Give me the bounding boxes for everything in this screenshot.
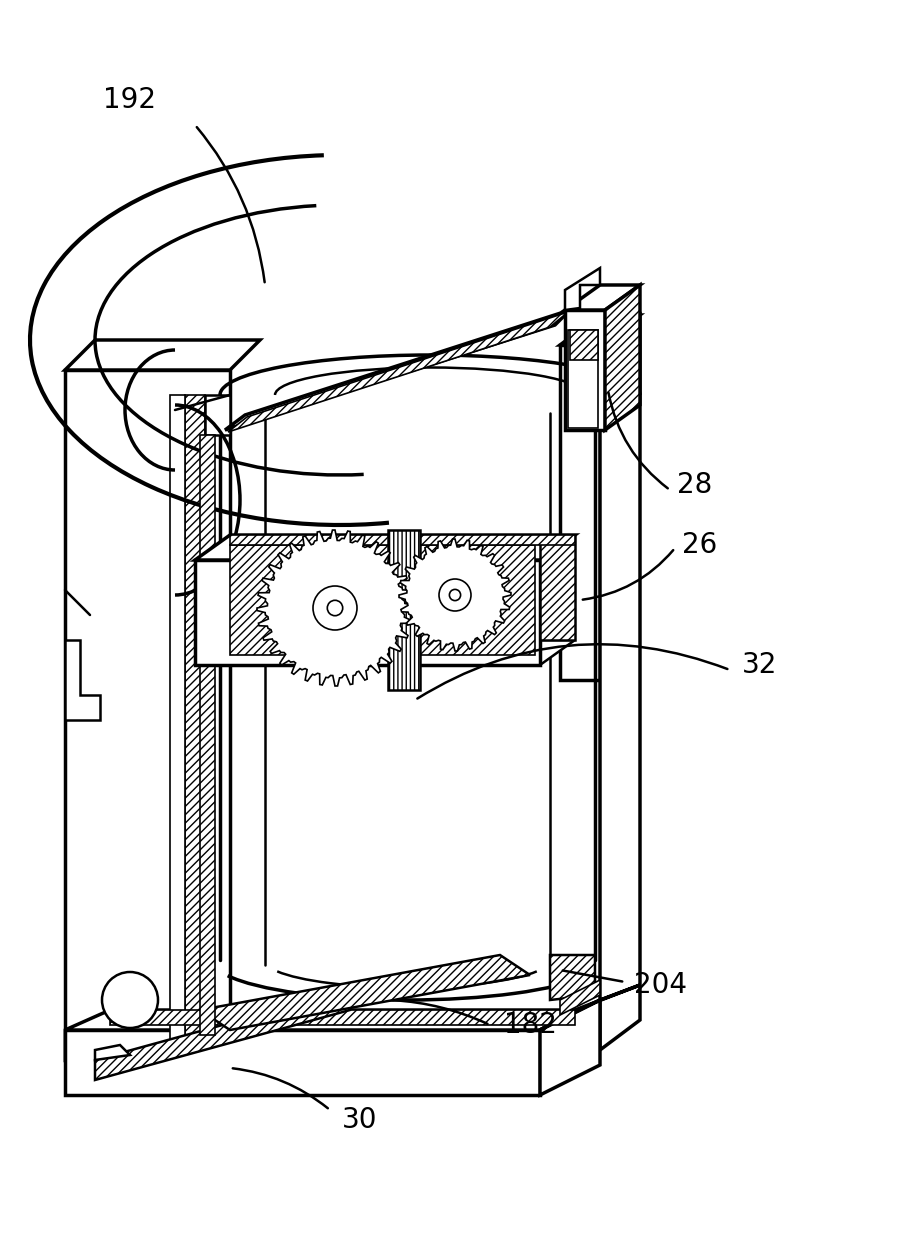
Polygon shape [550, 955, 595, 1000]
Polygon shape [195, 560, 540, 665]
Text: 204: 204 [633, 971, 686, 1000]
Polygon shape [388, 529, 420, 690]
Polygon shape [200, 436, 215, 1035]
Polygon shape [228, 312, 568, 432]
Polygon shape [230, 545, 535, 655]
Text: 26: 26 [683, 531, 718, 559]
Polygon shape [605, 285, 640, 429]
Polygon shape [565, 268, 600, 310]
Polygon shape [560, 980, 600, 1016]
Polygon shape [565, 310, 605, 429]
Polygon shape [540, 536, 575, 640]
Polygon shape [65, 1030, 95, 1060]
Text: 30: 30 [342, 1106, 378, 1134]
Polygon shape [399, 539, 511, 652]
Polygon shape [257, 529, 413, 686]
Polygon shape [110, 1009, 575, 1025]
Polygon shape [65, 1030, 540, 1095]
Text: 182: 182 [503, 1011, 557, 1039]
Polygon shape [195, 640, 575, 665]
Polygon shape [568, 329, 598, 428]
FancyArrowPatch shape [418, 644, 727, 698]
Polygon shape [565, 285, 640, 310]
Circle shape [102, 972, 158, 1028]
Polygon shape [95, 990, 350, 1080]
Polygon shape [540, 985, 640, 1030]
Polygon shape [65, 640, 100, 719]
Polygon shape [600, 315, 640, 1050]
Polygon shape [570, 329, 598, 360]
Polygon shape [205, 395, 230, 436]
Polygon shape [170, 395, 185, 1040]
Polygon shape [560, 315, 640, 346]
Text: 28: 28 [677, 471, 713, 499]
Polygon shape [65, 1009, 575, 1030]
Circle shape [313, 586, 357, 631]
Polygon shape [225, 310, 570, 429]
Polygon shape [185, 395, 205, 1040]
Circle shape [449, 590, 461, 601]
Polygon shape [560, 346, 600, 680]
Text: 32: 32 [742, 652, 778, 679]
Circle shape [439, 579, 471, 611]
Polygon shape [230, 536, 575, 545]
Polygon shape [65, 370, 230, 1060]
Polygon shape [195, 536, 575, 560]
Polygon shape [95, 1045, 130, 1060]
Text: 192: 192 [104, 86, 157, 114]
Polygon shape [540, 1000, 600, 1095]
Polygon shape [200, 955, 530, 1030]
Polygon shape [65, 341, 260, 370]
Circle shape [327, 600, 343, 616]
